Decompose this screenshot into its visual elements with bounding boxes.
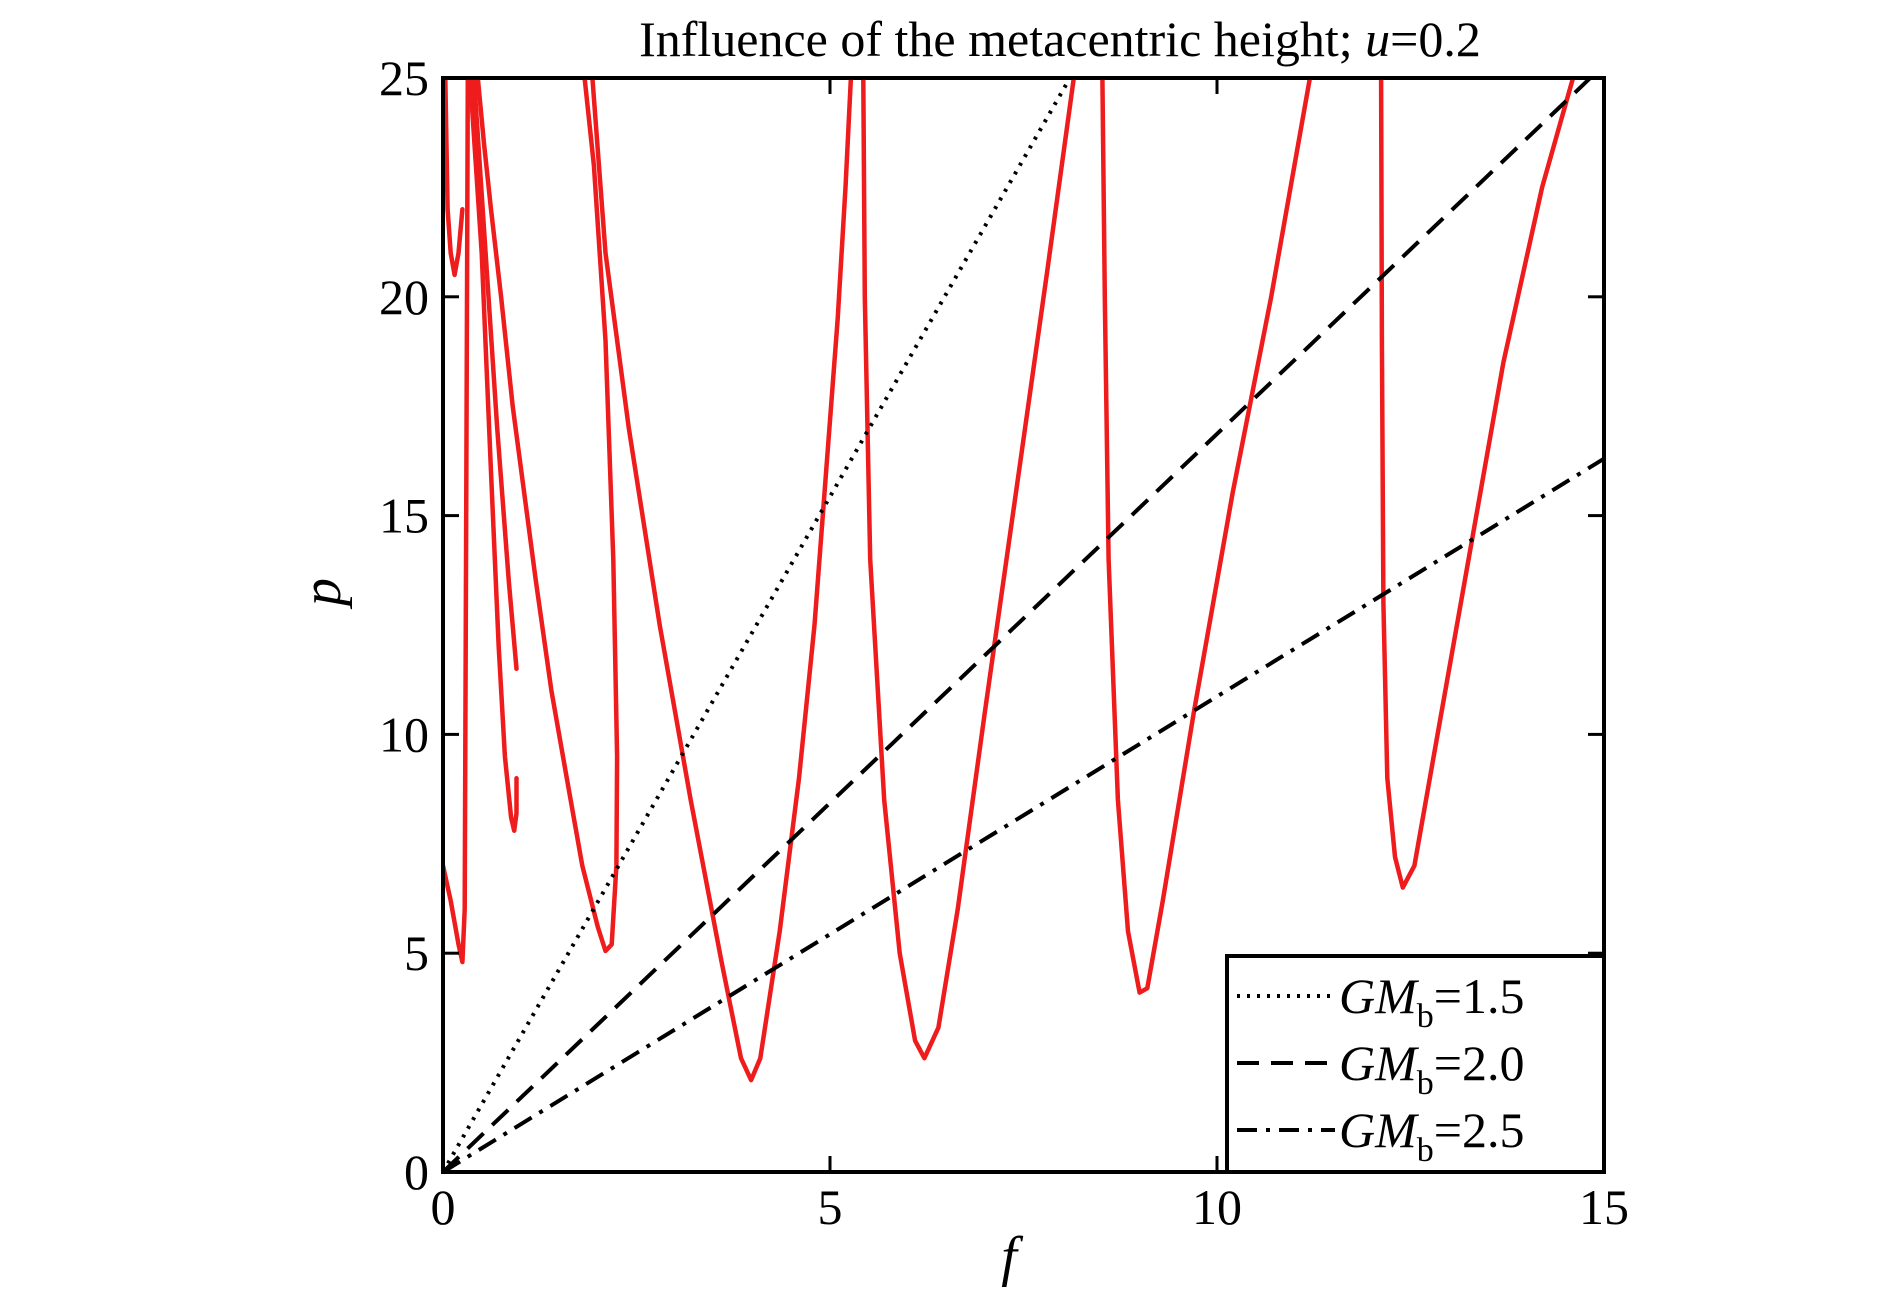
- resonance-curve-segment: [475, 78, 620, 954]
- chart-title: Influence of the metacentric height; u=0…: [639, 11, 1481, 67]
- x-tick-label: 15: [1579, 1179, 1629, 1235]
- gm-lines: [443, 78, 1604, 1172]
- legend-label: GMb=2.5: [1339, 1102, 1524, 1169]
- chart-title-variable: u: [1365, 11, 1390, 67]
- x-tick-label: 5: [818, 1179, 843, 1235]
- y-tick-label: 15: [379, 488, 429, 544]
- legend-label: GMb=2.0: [1339, 1035, 1524, 1102]
- y-axis-label: p: [291, 578, 353, 610]
- chart-title-value: =0.2: [1390, 11, 1481, 67]
- x-axis-label: f: [1001, 1226, 1024, 1288]
- gm-line-dashed: [443, 78, 1594, 1172]
- gm-line-dotted: [443, 78, 1072, 1172]
- resonance-curve-segment: [443, 78, 465, 278]
- y-tick-label: 20: [379, 269, 429, 325]
- plot-frame: [441, 76, 1606, 1174]
- y-tick-label: 25: [379, 50, 429, 106]
- x-tick-label: 10: [1192, 1179, 1242, 1235]
- legend-label: GMb=1.5: [1339, 968, 1524, 1035]
- y-tick-label: 10: [379, 706, 429, 762]
- chart-title-text: Influence of the metacentric height;: [639, 11, 1365, 67]
- resonance-curve-segment: [471, 78, 519, 672]
- y-tick-label: 5: [404, 925, 429, 981]
- resonance-curve-segment: [1378, 78, 1576, 890]
- resonance-curve-segment: [467, 78, 519, 833]
- resonance-curve-segment: [590, 78, 854, 1083]
- resonance-curve-segment: [861, 78, 1077, 1061]
- resonance-curve-segment: [443, 78, 471, 965]
- y-tick-label: 0: [404, 1144, 429, 1200]
- x-tick-label: 0: [431, 1179, 456, 1235]
- resonance-curve-segment: [1100, 78, 1313, 995]
- resonance-curves: [443, 78, 1576, 1083]
- gm-line-dashdot: [443, 456, 1604, 1172]
- axis-ticks: 0 5 10 15 0 5 10 15 20 25: [379, 50, 1629, 1235]
